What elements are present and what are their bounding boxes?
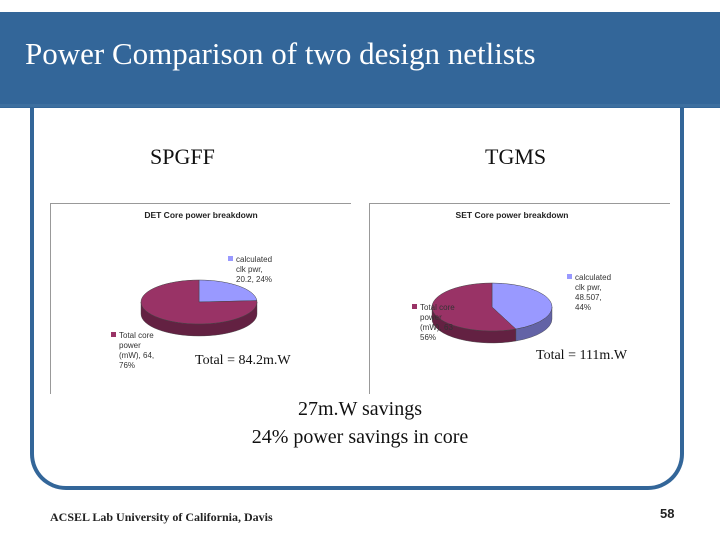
title-banner [0, 12, 720, 108]
legend-key [567, 274, 572, 279]
tgms-total: Total = 111m.W [536, 348, 628, 363]
savings-percent: 24% power savings in core [251, 426, 469, 448]
pie-slice [198, 279, 258, 303]
slice-label: calculated clk pwr, 48.507, 44% [575, 273, 611, 312]
banner-divider [0, 104, 720, 107]
det-pie-chart: DET Core power breakdown calculated clk pw… [50, 203, 351, 394]
pie-slice [491, 282, 553, 330]
set-pie-chart-svg: SET Core power breakdown calculated clk pw… [412, 210, 611, 344]
spgff-label: SPGFF [150, 144, 215, 169]
spgff-total: Total = 84.2m.W [195, 353, 291, 368]
slide-frame [30, 60, 684, 490]
page-number: 58 [660, 506, 675, 521]
legend-key [412, 304, 417, 309]
footer-text: ACSEL Lab University of California, Davi… [50, 510, 273, 524]
slice-label: calculated clk pwr, 20.2, 24% [236, 255, 272, 284]
legend-key [111, 332, 116, 337]
legend-key [228, 256, 233, 261]
slide-title: Power Comparison of two design netlists [25, 36, 536, 71]
slice-label: Total core power (mW), 63 56% [420, 303, 455, 342]
savings-amount: 27m.W savings [297, 398, 423, 420]
pie-slice [140, 279, 258, 325]
tgms-label: TGMS [485, 144, 547, 169]
pie-slice [431, 282, 517, 332]
chart-title: DET Core power breakdown [144, 210, 257, 220]
slice-label: Total core power (mW), 64, 76% [119, 331, 154, 370]
det-pie-chart-svg: DET Core power breakdown calculated clk pw… [111, 210, 272, 370]
chart-title: SET Core power breakdown [456, 210, 569, 220]
set-pie-chart: SET Core power breakdown calculated clk pw… [369, 203, 670, 394]
